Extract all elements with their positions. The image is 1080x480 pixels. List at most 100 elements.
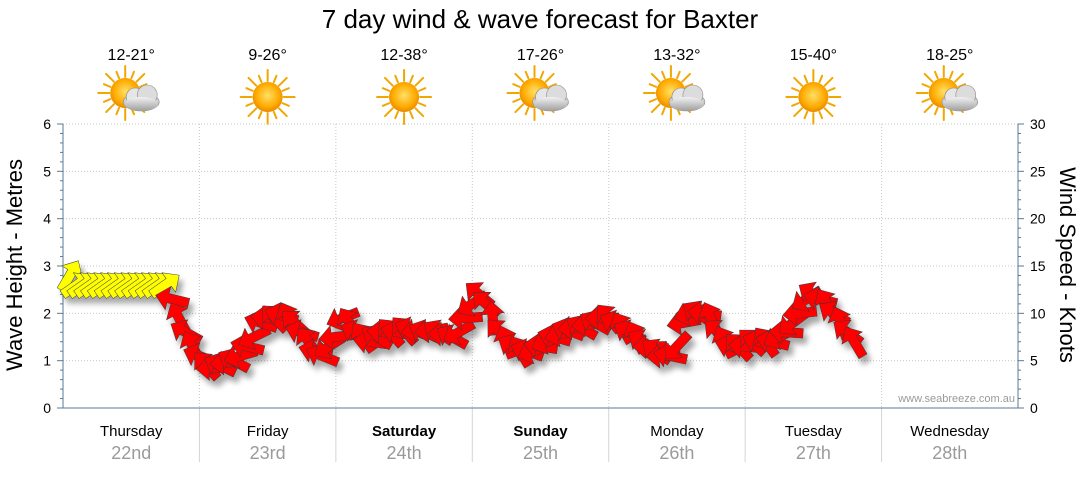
left-tick-label: 2 (43, 305, 51, 321)
sun-ray (381, 102, 391, 107)
sun-ray (115, 106, 121, 116)
sun-ray (277, 76, 288, 87)
day-name-label: Friday (247, 423, 289, 440)
watermark: www.seabreeze.com.au (897, 393, 1015, 405)
sun-ray (272, 74, 278, 84)
sun-ray (921, 83, 931, 88)
day-date-label: 28th (932, 443, 967, 463)
sun-ray (383, 76, 394, 87)
sun-ray (803, 110, 809, 120)
cloud-shape (122, 84, 160, 112)
left-tick-label: 3 (43, 258, 51, 274)
sunny-icon (785, 69, 842, 125)
day-date-label: 27th (796, 443, 831, 463)
sunny-icon (376, 69, 433, 125)
sun-ray (135, 72, 146, 83)
sun-ray (818, 110, 824, 120)
sun-ray (394, 74, 399, 84)
sun-ray (661, 106, 666, 116)
wind-arrow (448, 305, 484, 331)
sun-ray (661, 70, 666, 80)
left-tick-label: 5 (43, 163, 51, 179)
chart-title: 7 day wind & wave forecast for Baxter (322, 4, 759, 34)
left-tick-label: 6 (43, 116, 51, 132)
sun-ray (823, 107, 834, 118)
day-date-label: 24th (387, 443, 422, 463)
sun-disc (389, 82, 420, 112)
sun-ray (381, 87, 391, 92)
sun-ray (818, 74, 824, 84)
sun-ray (245, 87, 254, 92)
sun-ray (791, 87, 800, 92)
partly-cloudy-icon (642, 65, 706, 121)
day-date-label: 23rd (250, 443, 286, 463)
left-tick-label: 4 (43, 211, 51, 227)
day-name-label: Tuesday (785, 423, 842, 440)
sun-ray (383, 107, 394, 118)
sun-ray (676, 70, 681, 80)
sun-ray (954, 72, 964, 83)
day-name-label: Saturday (372, 423, 437, 440)
right-axis-label: Wind Speed - Knots (1055, 167, 1080, 363)
day-name-label: Wednesday (910, 423, 989, 440)
cloud-fill (124, 97, 159, 111)
day-date-label: 22nd (111, 443, 151, 463)
sun-ray (803, 74, 809, 84)
sun-ray (948, 70, 954, 80)
sun-ray (921, 98, 931, 103)
sun-ray (409, 110, 414, 120)
sun-ray (247, 76, 258, 87)
sun-ray (544, 72, 555, 83)
sun-ray (417, 102, 427, 107)
partly-cloudy-icon (915, 65, 979, 121)
sun-ray (512, 83, 521, 88)
day-temp-range: 17-26° (517, 47, 564, 64)
cloud-fill (942, 97, 977, 111)
sun-ray (394, 110, 399, 120)
wind-arrow (841, 326, 868, 360)
sun-ray (102, 98, 112, 103)
sun-ray (524, 70, 530, 80)
sun-ray (923, 72, 934, 83)
sun-ray (823, 76, 834, 87)
sun-ray (130, 70, 136, 80)
sun-ray (417, 87, 427, 92)
day-temp-range: 12-38° (380, 47, 427, 64)
partly-cloudy-icon (506, 65, 569, 121)
cloud-fill (669, 97, 704, 111)
day-date-label: 26th (659, 443, 694, 463)
cloud-fill (533, 97, 568, 111)
sunny-icon (239, 69, 296, 125)
right-tick-label: 30 (1030, 116, 1046, 132)
sun-ray (247, 107, 258, 118)
right-tick-label: 15 (1030, 258, 1046, 274)
sun-ray (923, 103, 934, 114)
sun-ray (539, 70, 545, 80)
day-temp-range: 9-26° (248, 47, 286, 64)
cloud-shape (532, 84, 569, 112)
sun-ray (933, 70, 939, 80)
sun-ray (414, 76, 425, 87)
wind-arrow (665, 330, 693, 360)
sun-ray (257, 110, 263, 120)
sun-ray (648, 98, 658, 103)
sun-ray (827, 102, 836, 107)
left-axis-label: Wave Height - Metres (2, 159, 27, 371)
sun-ray (512, 98, 521, 103)
day-date-label: 25th (523, 443, 558, 463)
sun-ray (514, 103, 525, 114)
cloud-shape (668, 84, 706, 112)
sun-ray (524, 106, 530, 116)
sun-ray (650, 72, 661, 83)
sun-disc (252, 82, 283, 112)
sun-ray (648, 83, 658, 88)
left-tick-label: 1 (43, 353, 51, 369)
right-tick-label: 25 (1030, 163, 1046, 179)
cloud-shape (941, 84, 979, 112)
sun-ray (105, 72, 115, 83)
day-name-label: Sunday (513, 423, 568, 440)
partly-cloudy-icon (97, 65, 160, 121)
day-name-label: Monday (650, 423, 704, 440)
